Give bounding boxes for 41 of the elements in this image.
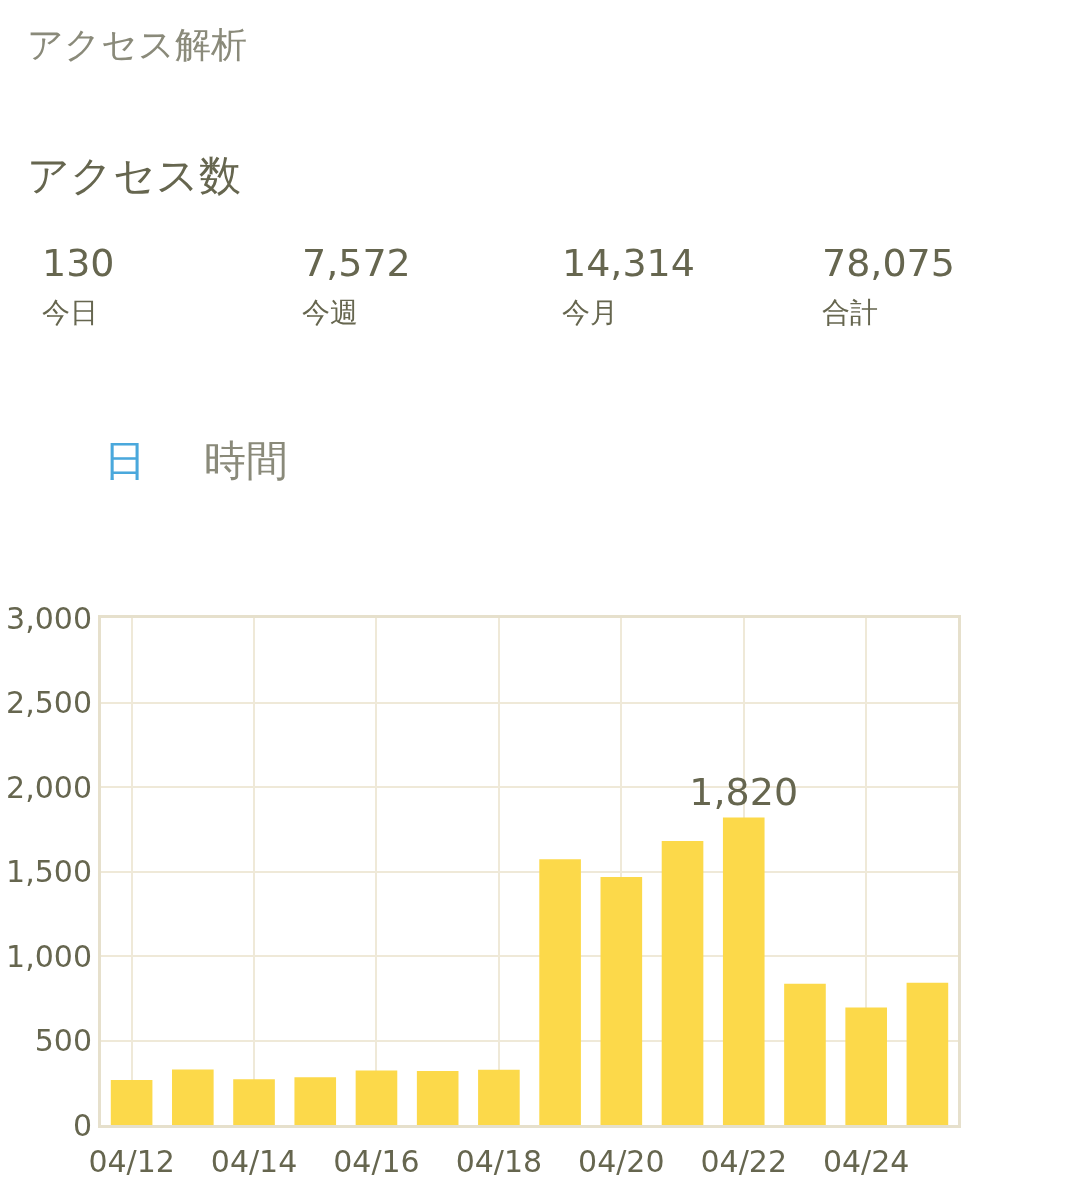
bar: [661, 841, 704, 1125]
bar: [172, 1069, 214, 1125]
bar: [722, 817, 765, 1125]
text: 今日: [42, 296, 98, 329]
text: 時間: [204, 436, 288, 485]
y-tick-label: 2,500: [6, 685, 92, 720]
y-tick-label: 1,500: [6, 854, 92, 889]
x-tick-label: 04/14: [210, 1144, 298, 1179]
text: 合計: [822, 296, 878, 329]
x-tick-label: 04/20: [578, 1144, 665, 1179]
text: 日: [104, 436, 146, 485]
bar: [478, 1069, 520, 1125]
text: 今月: [562, 296, 618, 329]
x-tick-label: 04/16: [333, 1144, 420, 1179]
bar: [233, 1079, 275, 1125]
x-tick-label: 04/18: [455, 1144, 543, 1179]
bar: [416, 1070, 459, 1125]
text: 78,075: [822, 241, 955, 285]
y-tick-label: 3,000: [6, 600, 92, 636]
bar: [539, 859, 581, 1125]
bar: [784, 983, 826, 1125]
data-label: 1,820: [689, 770, 799, 815]
bar: [294, 1077, 337, 1125]
x-tick-label: 04/24: [822, 1144, 910, 1179]
x-tick-label: 04/12: [88, 1144, 175, 1179]
bar: [845, 1007, 887, 1125]
y-tick-label: 1,000: [6, 938, 92, 974]
text: 今週: [302, 296, 358, 329]
text: 14,314: [562, 241, 695, 285]
chart-subtitle: アクセス数: [27, 151, 241, 200]
x-tick-label: 04/22: [700, 1144, 787, 1179]
text: 7,572: [302, 241, 411, 285]
bar: [600, 877, 643, 1125]
y-tick-label: 500: [34, 1023, 92, 1058]
bar: [355, 1070, 398, 1125]
y-tick-label: 2,000: [6, 769, 92, 805]
y-tick-label: 0: [72, 1107, 92, 1143]
bar: [110, 1079, 153, 1125]
chart-title: アクセス解析: [27, 24, 247, 65]
bar: [906, 982, 949, 1125]
text: 130: [42, 241, 115, 285]
